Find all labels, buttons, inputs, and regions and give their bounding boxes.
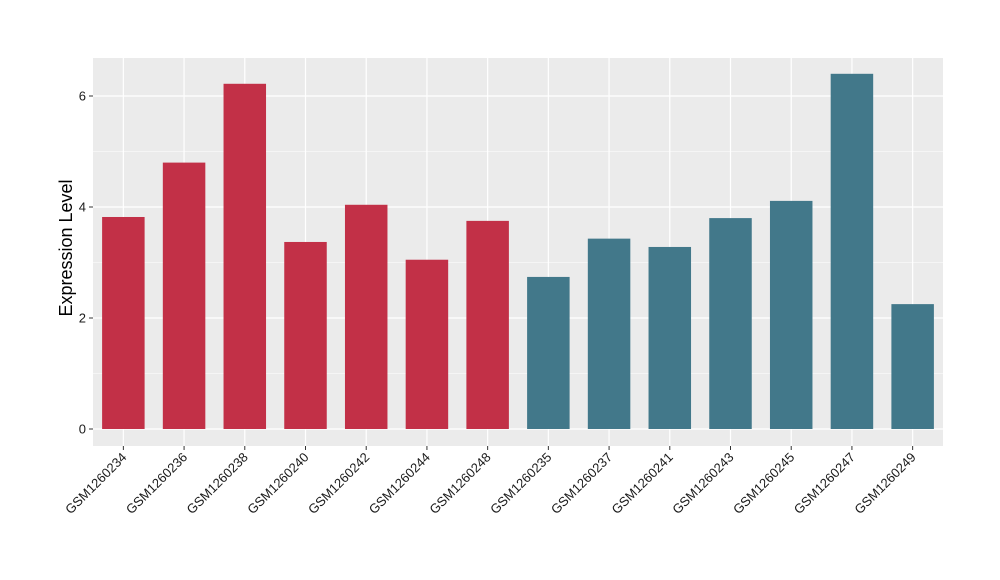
x-tick-label: GSM1260248 [426, 450, 493, 517]
x-tick-label: GSM1260241 [609, 450, 676, 517]
bar-GSM1260234 [102, 216, 145, 429]
x-tick-label: GSM1260244 [366, 450, 433, 517]
bar-GSM1260249 [891, 304, 934, 429]
x-tick-label: GSM1260240 [244, 450, 311, 517]
y-tick-label: 4 [79, 200, 86, 215]
x-tick-label: GSM1260245 [730, 450, 797, 517]
x-tick-label: GSM1260243 [669, 450, 736, 517]
bar-GSM1260235 [527, 276, 570, 429]
bar-GSM1260244 [405, 259, 449, 429]
x-tick-label: GSM1260238 [184, 450, 251, 517]
bar-GSM1260242 [344, 204, 388, 429]
y-axis: 0 2 4 6 [79, 89, 93, 437]
y-tick-label: 0 [79, 422, 86, 437]
bar-GSM1260247 [830, 73, 874, 430]
x-tick-label: GSM1260235 [487, 450, 554, 517]
x-tick-label: GSM1260249 [851, 450, 918, 517]
bar-GSM1260241 [648, 246, 692, 429]
x-tick-label: GSM1260242 [305, 450, 372, 517]
bar-GSM1260237 [587, 238, 631, 429]
y-tick-label: 6 [79, 89, 86, 104]
x-axis: GSM1260234GSM1260236GSM1260238GSM1260240… [62, 446, 919, 517]
x-tick-label: GSM1260237 [548, 450, 615, 517]
bar-GSM1260245 [769, 200, 813, 429]
x-tick-label: GSM1260234 [62, 450, 129, 517]
bar-GSM1260248 [466, 220, 509, 429]
bar-GSM1260236 [162, 162, 206, 429]
bar-GSM1260238 [223, 83, 267, 429]
plot-panel [93, 58, 943, 446]
bar-GSM1260243 [709, 218, 752, 429]
x-tick-label: GSM1260236 [123, 450, 190, 517]
bars [102, 73, 934, 430]
y-tick-label: 2 [79, 311, 86, 326]
bar-GSM1260240 [284, 241, 327, 429]
x-tick-label: GSM1260247 [791, 450, 858, 517]
y-axis-title: Expression Level [56, 179, 76, 316]
